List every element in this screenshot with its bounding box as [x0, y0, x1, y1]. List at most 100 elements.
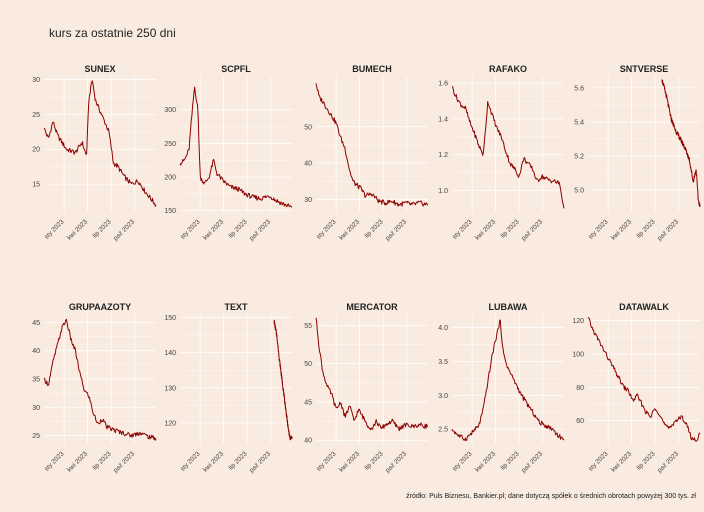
y-tick-label: 150 — [164, 208, 176, 215]
y-tick-label: 5.4 — [574, 119, 584, 126]
y-tick-label: 140 — [164, 350, 176, 357]
y-tick-label: 60 — [576, 418, 584, 425]
panel-datawalk: 60 80 100 120 sty 2023 kwi 2023 lip 2023 paź 20… — [572, 302, 701, 474]
y-tick-label: 30 — [304, 197, 312, 204]
price-line-sntverse — [661, 79, 701, 207]
panel-bumech: 30 40 50 sty 2023 kwi 2023 lip 2023 paź 2023 BU… — [304, 64, 429, 242]
x-tick-label: lip 2023 — [364, 218, 385, 239]
y-tick-label: 120 — [572, 318, 584, 325]
x-tick-label: kwi 2023 — [474, 450, 497, 473]
panel-title: LUBAWA — [489, 302, 528, 312]
y-tick-label: 55 — [304, 323, 312, 330]
x-tick-label: kwi 2023 — [474, 218, 497, 241]
panel-title: RAFAKO — [489, 64, 527, 74]
price-line-lubawa — [451, 319, 565, 442]
x-tick-label: lip 2023 — [500, 218, 521, 239]
x-tick-label: sty 2023 — [315, 450, 338, 473]
x-tick-label: sty 2023 — [179, 218, 202, 241]
x-tick-label: sty 2023 — [451, 450, 474, 473]
x-tick-label: sty 2023 — [315, 218, 338, 241]
x-tick-label: paź 2023 — [520, 450, 544, 474]
y-tick-label: 50 — [304, 361, 312, 368]
page-title: kurs za ostatnie 250 dni — [49, 26, 176, 40]
y-tick-label: 80 — [576, 385, 584, 392]
y-tick-label: 1.2 — [438, 152, 448, 159]
y-tick-label: 50 — [304, 124, 312, 131]
panel-scpfl: 150 200 250 300 sty 2023 kwi 2023 lip 2023 paź … — [164, 64, 293, 242]
x-tick-label: paź 2023 — [384, 450, 408, 474]
y-tick-label: 5.0 — [574, 187, 584, 194]
y-tick-label: 5.6 — [574, 85, 584, 92]
panel-sunex: 15 20 25 30 sty 2023 kwi 2023 lip 2023 paź 2023… — [32, 64, 157, 242]
x-tick-label: lip 2023 — [228, 218, 249, 239]
price-line-rafako — [451, 86, 565, 209]
x-tick-label: paź 2023 — [112, 218, 136, 242]
x-tick-label: lip 2023 — [92, 218, 113, 239]
y-tick-label: 4.0 — [438, 325, 448, 332]
x-tick-label: sty 2023 — [451, 218, 474, 241]
x-tick-label: kwi 2023 — [66, 450, 89, 473]
y-tick-label: 250 — [164, 141, 176, 148]
x-tick-label: lip 2023 — [636, 218, 657, 239]
x-tick-label: paź 2023 — [384, 218, 408, 242]
price-line-mercator — [315, 317, 428, 432]
x-tick-label: paź 2023 — [520, 218, 544, 242]
x-tick-label: lip 2023 — [228, 450, 249, 471]
y-tick-label: 3.0 — [438, 393, 448, 400]
price-line-scpfl — [179, 86, 293, 208]
x-tick-label: sty 2023 — [587, 218, 610, 241]
x-tick-label: paź 2023 — [248, 218, 272, 242]
y-tick-label: 15 — [32, 182, 40, 189]
y-tick-label: 35 — [32, 377, 40, 384]
x-tick-label: lip 2023 — [364, 450, 385, 471]
price-line-grupaazoty — [43, 318, 157, 441]
x-tick-label: kwi 2023 — [202, 218, 225, 241]
y-tick-label: 30 — [32, 405, 40, 412]
x-tick-label: paź 2023 — [656, 218, 680, 242]
x-tick-label: kwi 2023 — [338, 450, 361, 473]
price-line-sunex — [43, 80, 157, 207]
panel-title: DATAWALK — [619, 302, 669, 312]
x-tick-label: sty 2023 — [587, 450, 610, 473]
panel-title: TEXT — [224, 302, 248, 312]
y-tick-label: 45 — [304, 399, 312, 406]
y-tick-label: 130 — [164, 385, 176, 392]
panel-text: 120 130 140 150 sty 2023 kwi 2023 lip 2023 paź … — [164, 302, 293, 474]
x-tick-label: sty 2023 — [179, 450, 202, 473]
x-tick-label: lip 2023 — [500, 450, 521, 471]
x-tick-label: lip 2023 — [92, 450, 113, 471]
y-tick-label: 25 — [32, 433, 40, 440]
y-tick-label: 2.5 — [438, 427, 448, 434]
y-tick-label: 1.4 — [438, 116, 448, 123]
panel-title: SNTVERSE — [620, 64, 669, 74]
panel-title: BUMECH — [352, 64, 392, 74]
y-tick-label: 100 — [572, 352, 584, 359]
panel-title: GRUPAAZOTY — [69, 302, 131, 312]
x-tick-label: paź 2023 — [112, 450, 136, 474]
panel-lubawa: 2.5 3.0 3.5 4.0 sty 2023 kwi 2023 lip 2023 paź … — [438, 302, 565, 474]
x-tick-label: sty 2023 — [43, 218, 66, 241]
x-tick-label: sty 2023 — [43, 450, 66, 473]
panel-rafako: 1.0 1.2 1.4 1.6 sty 2023 kwi 2023 lip 2023 paź … — [438, 64, 565, 242]
y-tick-label: 45 — [32, 320, 40, 327]
y-tick-label: 1.0 — [438, 188, 448, 195]
panel-grupaazoty: 25 30 35 40 45 sty 2023 kwi 2023 lip 2023 paź 20… — [32, 302, 157, 474]
y-tick-label: 200 — [164, 174, 176, 181]
panel-title: MERCATOR — [346, 302, 398, 312]
y-tick-label: 25 — [32, 112, 40, 119]
x-tick-label: kwi 2023 — [338, 218, 361, 241]
y-tick-label: 40 — [304, 161, 312, 168]
y-tick-label: 150 — [164, 315, 176, 322]
x-tick-label: paź 2023 — [656, 450, 680, 474]
x-tick-label: kwi 2023 — [66, 218, 89, 241]
panel-mercator: 40 45 50 55 sty 2023 kwi 2023 lip 2023 paź 2023… — [304, 302, 428, 474]
x-tick-label: kwi 2023 — [202, 450, 225, 473]
source-caption: źródło: Puls Biznesu, Bankier.pl; dane d… — [406, 493, 696, 500]
x-tick-label: lip 2023 — [636, 450, 657, 471]
y-tick-label: 1.6 — [438, 81, 448, 88]
y-tick-label: 40 — [32, 348, 40, 355]
y-tick-label: 30 — [32, 77, 40, 84]
y-tick-label: 300 — [164, 107, 176, 114]
panel-title: SUNEX — [84, 64, 115, 74]
